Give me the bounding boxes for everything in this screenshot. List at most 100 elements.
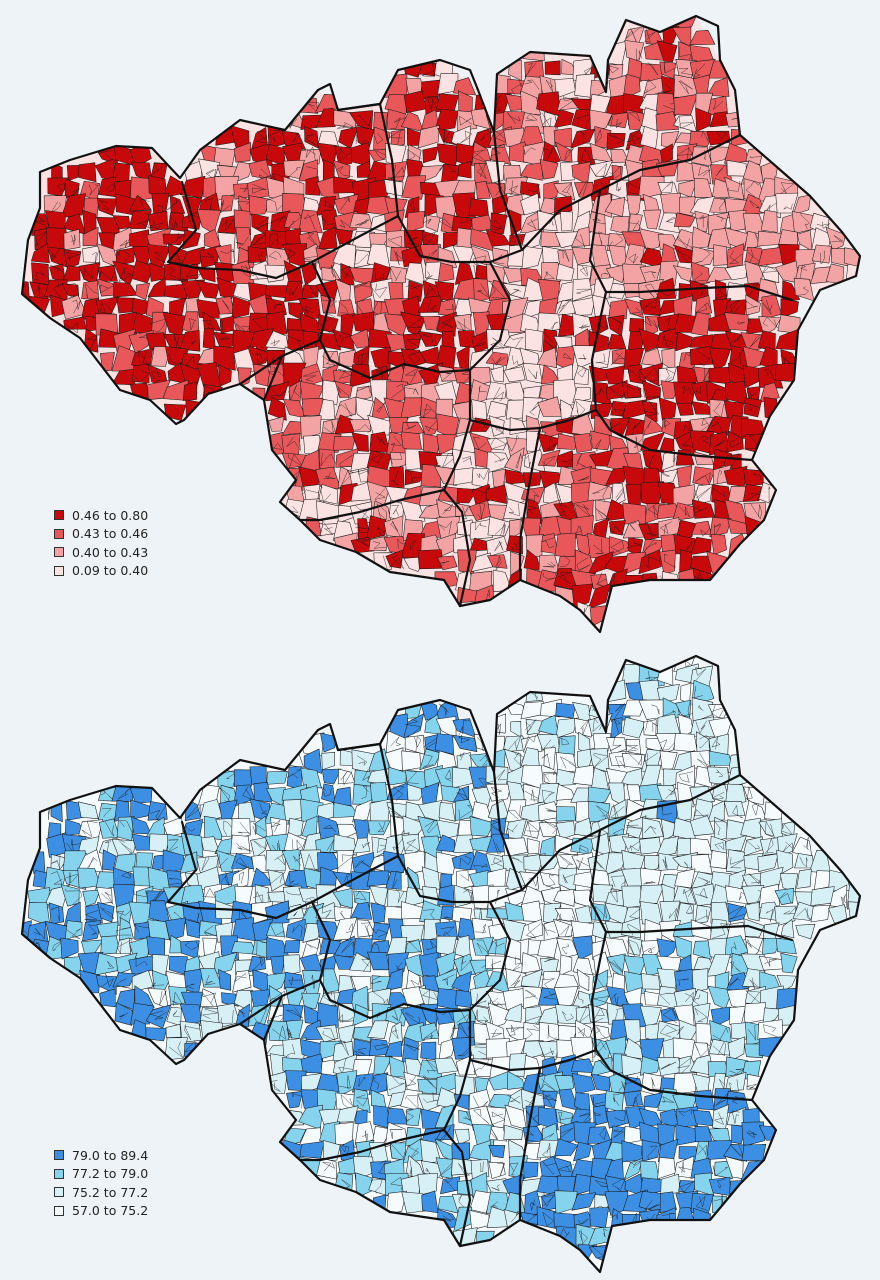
legend-swatch	[54, 565, 64, 576]
neighbourhood-cell	[434, 733, 455, 755]
neighbourhood-cell	[404, 887, 425, 908]
small-area-boundary	[135, 957, 148, 967]
neighbourhood-cell	[370, 397, 389, 423]
neighbourhood-cell	[521, 245, 543, 270]
neighbourhood-cell	[288, 817, 304, 837]
small-area-boundary	[694, 271, 707, 282]
small-area-boundary	[202, 320, 218, 334]
neighbourhood-cell	[434, 108, 459, 132]
neighbourhood-cell	[488, 1144, 506, 1159]
neighbourhood-cell	[469, 1140, 491, 1162]
small-area-boundary	[716, 215, 727, 228]
small-area-boundary	[595, 439, 602, 452]
small-area-boundary	[463, 1111, 474, 1122]
neighbourhood-cell	[437, 555, 458, 571]
small-area-boundary	[507, 1094, 521, 1104]
small-area-boundary	[205, 198, 213, 210]
neighbourhood-cell	[384, 94, 408, 115]
small-area-boundary	[424, 1028, 438, 1039]
neighbourhood-cell	[401, 750, 422, 772]
small-area-boundary	[745, 181, 760, 198]
small-area-boundary	[293, 855, 302, 866]
small-area-boundary	[610, 1212, 618, 1220]
small-area-boundary	[490, 1127, 498, 1143]
neighbourhood-cell	[659, 143, 673, 164]
neighbourhood-cell	[641, 401, 658, 422]
neighbourhood-cell	[456, 345, 470, 369]
neighbourhood-cell	[537, 210, 558, 232]
neighbourhood-cell	[676, 402, 694, 416]
small-area-boundary	[88, 184, 99, 196]
neighbourhood-cell	[318, 1108, 341, 1126]
small-area-boundary	[560, 756, 576, 769]
district-border	[166, 133, 742, 280]
district-border	[594, 408, 754, 462]
small-area-boundary	[444, 769, 452, 782]
neighbourhood-cell	[626, 109, 647, 130]
neighbourhood-cell	[557, 248, 574, 270]
neighbourhood-cell	[695, 1023, 713, 1046]
neighbourhood-cell	[220, 195, 234, 212]
neighbourhood-cell	[708, 366, 733, 385]
small-area-boundary	[768, 485, 773, 503]
small-area-boundary	[592, 1245, 605, 1259]
neighbourhood-cell	[31, 243, 50, 264]
neighbourhood-cell	[677, 143, 698, 164]
small-area-boundary	[679, 46, 691, 60]
small-area-boundary	[592, 538, 605, 554]
small-area-boundary	[643, 271, 657, 279]
small-area-boundary	[697, 1144, 707, 1155]
neighbourhood-cell	[656, 40, 678, 63]
neighbourhood-cell	[589, 94, 612, 116]
small-area-boundary	[541, 112, 552, 128]
small-area-boundary	[337, 122, 354, 129]
small-area-boundary	[405, 1043, 422, 1052]
neighbourhood-cell	[525, 718, 543, 735]
neighbourhood-cell	[443, 232, 460, 249]
neighbourhood-cell	[434, 465, 457, 486]
small-area-boundary	[269, 871, 286, 885]
small-area-boundary	[562, 1011, 574, 1022]
neighbourhood-cell	[730, 1022, 749, 1040]
neighbourhood-cell	[217, 364, 232, 387]
neighbourhood-cell	[526, 838, 540, 855]
small-area-boundary	[729, 435, 743, 448]
district-border	[262, 354, 284, 402]
small-area-boundary	[119, 819, 133, 834]
legend-swatch	[54, 510, 64, 521]
neighbourhood-cell	[320, 732, 337, 753]
neighbourhood-cell	[522, 397, 543, 422]
neighbourhood-cell	[775, 937, 797, 955]
small-area-boundary	[345, 922, 353, 933]
small-area-boundary	[700, 435, 710, 444]
small-area-boundary	[286, 891, 301, 896]
neighbourhood-cell	[181, 246, 206, 266]
neighbourhood-cell	[457, 161, 472, 179]
small-area-boundary	[427, 97, 439, 112]
neighbourhood-cell	[607, 112, 630, 129]
neighbourhood-cell	[571, 1192, 597, 1211]
neighbourhood-cell	[383, 73, 408, 98]
neighbourhood-cell	[334, 414, 354, 434]
small-area-boundary	[816, 221, 831, 229]
small-area-boundary	[731, 1110, 740, 1124]
neighbourhood-cell	[165, 1024, 182, 1038]
neighbourhood-cell	[115, 247, 135, 267]
small-area-boundary	[459, 115, 473, 126]
neighbourhood-cell	[673, 94, 698, 116]
small-area-boundary	[524, 1015, 542, 1025]
small-area-boundary	[456, 787, 469, 801]
small-area-boundary	[645, 62, 659, 76]
neighbourhood-cell	[690, 537, 712, 555]
small-area-boundary	[168, 1041, 184, 1058]
small-area-boundary	[579, 844, 589, 854]
small-area-boundary	[355, 134, 366, 145]
neighbourhood-cell	[406, 784, 427, 801]
neighbourhood-cell	[660, 1173, 681, 1196]
neighbourhood-cell	[676, 465, 693, 488]
neighbourhood-cell	[318, 484, 338, 505]
small-area-boundary	[610, 540, 624, 554]
small-area-boundary	[627, 369, 642, 381]
small-area-boundary	[322, 519, 333, 536]
small-area-boundary	[339, 219, 354, 230]
